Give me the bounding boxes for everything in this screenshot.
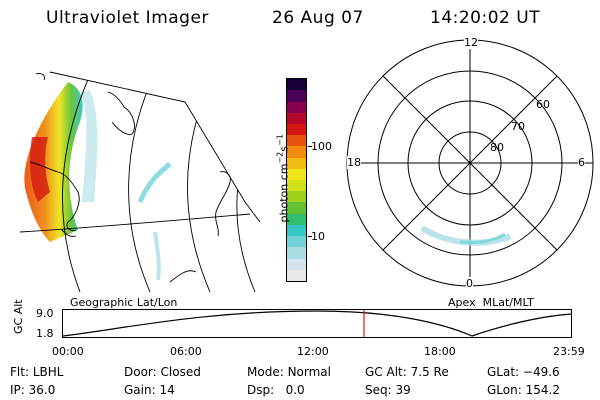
colorbar-segment — [287, 258, 306, 270]
colorbar-tickmark — [308, 236, 312, 237]
colorbar-segment — [287, 224, 306, 237]
colorbar-segment — [287, 135, 306, 147]
lat-label-60: 60 — [536, 98, 550, 111]
colorbar-segment — [287, 269, 306, 281]
seq-info: Seq: 39 — [365, 383, 411, 397]
gc-alt-info: GC Alt: 7.5 Re — [365, 365, 449, 379]
polar-grid — [346, 39, 594, 287]
colorbar-segment — [287, 112, 306, 124]
colorbar-label: photon cm−2s−1 — [275, 134, 291, 223]
dsp-info: Dsp: 0.0 — [247, 383, 305, 397]
geographic-map — [20, 53, 261, 292]
colorbar-segment — [287, 236, 306, 248]
date-label: 26 Aug 07 — [272, 8, 364, 28]
door-info: Door: Closed — [124, 365, 201, 379]
mlt-label-6: 6 — [578, 156, 585, 169]
orbit-x-0000: 00:00 — [52, 345, 84, 358]
lat-label-70: 70 — [511, 120, 525, 133]
orbit-x-0600: 06:00 — [170, 345, 202, 358]
orbit-y-max: 9.0 — [36, 307, 54, 320]
mlt-label-0: 0 — [466, 277, 473, 290]
colorbar-segment — [287, 123, 306, 136]
orbit-axis-title: GC Alt — [12, 299, 25, 334]
time-label: 14:20:02 UT — [430, 8, 541, 28]
colorbar-segment — [287, 101, 306, 113]
colorbar-segment — [287, 180, 306, 192]
gain-info: Gain: 14 — [124, 383, 175, 397]
colorbar-segment — [287, 157, 306, 169]
glat-info: GLat: −49.6 — [487, 365, 560, 379]
orbit-altitude-plot — [62, 309, 572, 338]
mlt-label-18: 18 — [347, 156, 361, 169]
glon-info: GLon: 154.2 — [487, 383, 560, 397]
colorbar — [286, 78, 307, 282]
aurora-emission — [24, 82, 172, 281]
ip-info: IP: 36.0 — [10, 383, 56, 397]
mlt-label-12: 12 — [464, 36, 478, 49]
colorbar-segment — [287, 146, 306, 158]
orbit-altitude-curve — [62, 310, 572, 337]
colorbar-segment — [287, 168, 306, 181]
orbit-x-2359: 23:59 — [553, 345, 585, 358]
geo-map-caption: Geographic Lat/Lon — [70, 296, 178, 309]
orbit-x-1800: 18:00 — [424, 345, 456, 358]
colorbar-segment — [287, 247, 306, 259]
colorbar-tick-100: 100 — [311, 140, 332, 153]
orbit-y-min: 1.8 — [36, 327, 54, 340]
polar-aurora — [420, 225, 512, 246]
polar-map — [346, 39, 594, 287]
colorbar-tick-10: 10 — [311, 230, 325, 243]
mode-info: Mode: Normal — [247, 365, 331, 379]
instrument-title: Ultraviolet Imager — [46, 8, 209, 28]
polar-map-caption: Apex MLat/MLT — [448, 296, 534, 309]
lat-label-80: 80 — [490, 141, 504, 154]
colorbar-segment — [287, 79, 306, 91]
orbit-x-1200: 12:00 — [297, 345, 329, 358]
colorbar-segment — [287, 202, 306, 214]
colorbar-tickmark — [308, 146, 312, 147]
colorbar-segment — [287, 90, 306, 102]
colorbar-segment — [287, 191, 306, 203]
filter-info: Flt: LBHL — [10, 365, 64, 379]
colorbar-segment — [287, 213, 306, 225]
